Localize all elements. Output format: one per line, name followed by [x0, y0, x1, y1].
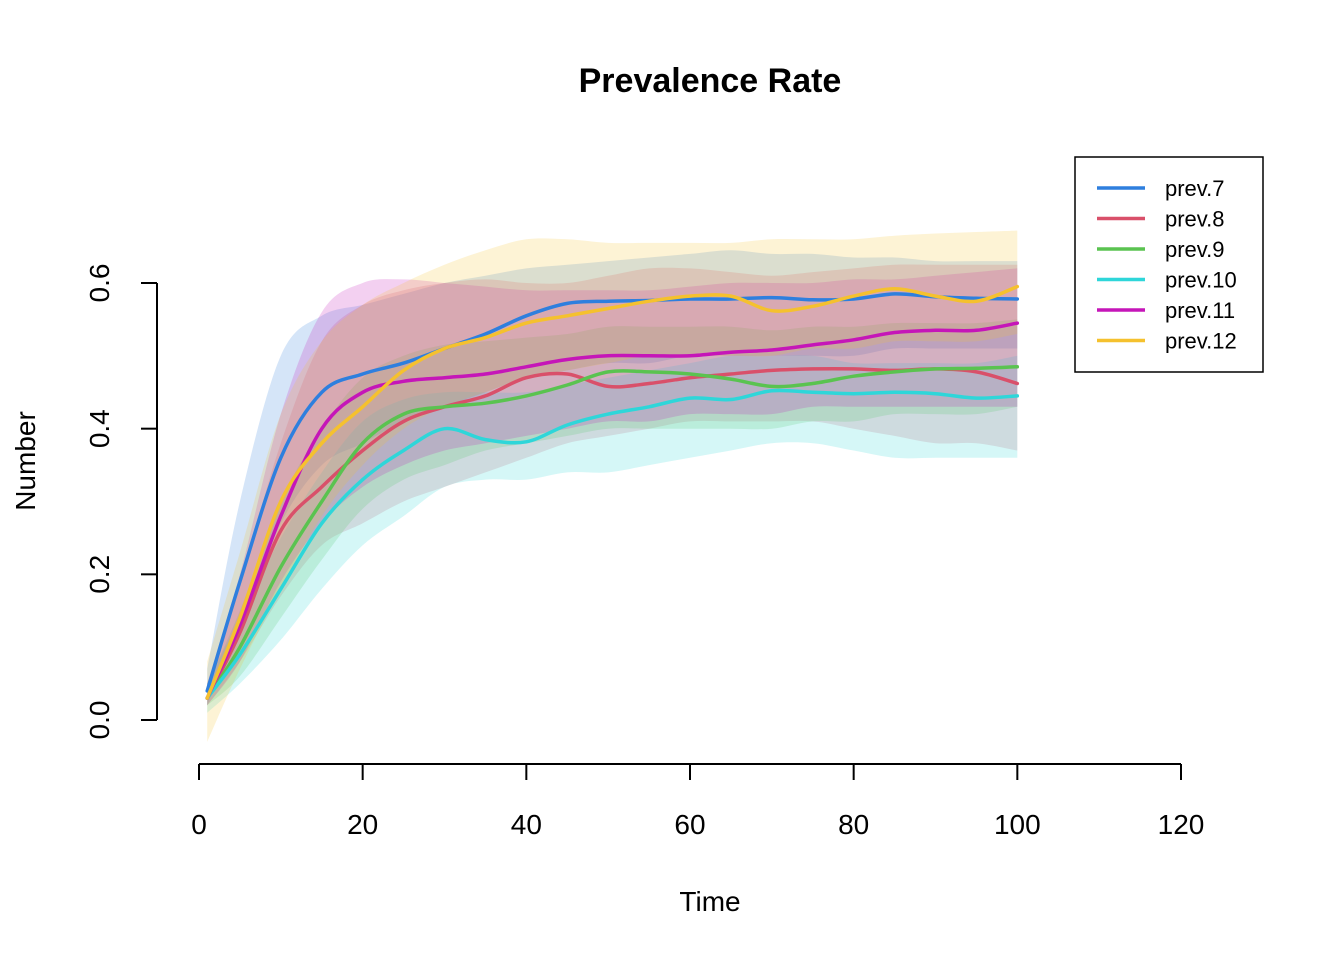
- band-prev-8: [207, 264, 1018, 706]
- line-prev-8: [205, 367, 1020, 700]
- x-tick-label: 100: [994, 809, 1041, 840]
- band-prev-7: [207, 250, 1018, 706]
- legend-label: prev.11: [1165, 298, 1235, 323]
- x-tick-label: 80: [838, 809, 869, 840]
- line-prev-12: [205, 284, 1020, 700]
- line-prev-9: [205, 365, 1020, 700]
- y-axis: 0.0 0.2 0.4 0.6: [84, 264, 158, 740]
- y-tick-label: 0.6: [84, 264, 115, 303]
- series-lines: [205, 284, 1020, 700]
- x-tick-label: 20: [347, 809, 378, 840]
- x-axis-label: Time: [679, 886, 740, 917]
- x-tick-label: 40: [511, 809, 542, 840]
- band-prev-12: [207, 230, 1018, 742]
- line-prev-10: [205, 388, 1020, 700]
- chart-title: Prevalence Rate: [579, 62, 842, 100]
- y-tick-label: 0.2: [84, 555, 115, 594]
- legend: prev.7 prev.8 prev.9 prev.10 prev.11 prev.12: [1074, 156, 1264, 373]
- x-tick-label: 60: [674, 809, 705, 840]
- legend-label: prev.12: [1165, 329, 1237, 354]
- band-prev-11: [207, 268, 1018, 706]
- line-prev-11: [205, 321, 1020, 700]
- legend-label: prev.8: [1165, 207, 1225, 232]
- x-axis: 0 20 40 60 80 100 120: [191, 763, 1205, 840]
- x-tick-label: 120: [1158, 809, 1205, 840]
- line-prev-7: [205, 292, 1020, 693]
- y-tick-label: 0.0: [84, 701, 115, 740]
- y-tick-label: 0.4: [84, 409, 115, 448]
- y-axis-label: Number: [10, 411, 41, 511]
- band-prev-9: [207, 319, 1018, 706]
- legend-label: prev.7: [1165, 176, 1225, 201]
- legend-label: prev.10: [1165, 268, 1237, 293]
- x-tick-label: 0: [191, 809, 207, 840]
- legend-box: [1074, 156, 1264, 373]
- legend-label: prev.9: [1165, 237, 1225, 262]
